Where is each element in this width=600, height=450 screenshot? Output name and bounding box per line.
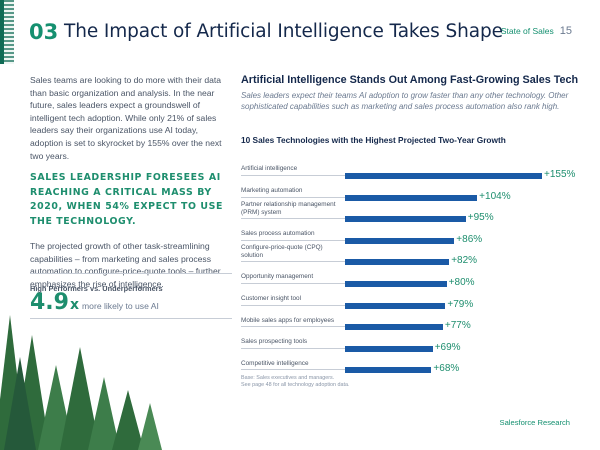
stat-value: 4.9 [30, 290, 69, 315]
data-label: +104% [479, 190, 511, 202]
category-label: Mobile sales apps for employees [241, 316, 335, 324]
chart-row: Opportunity management +80% [241, 266, 581, 288]
footnote-line-1: Base: Sales executives and managers. [241, 375, 335, 381]
tree-7 [138, 403, 162, 450]
data-label: +77% [444, 320, 471, 332]
bar [345, 281, 447, 287]
row-guide-line [241, 347, 433, 349]
footer-brand: Salesforce Research [499, 418, 571, 427]
page-title: The Impact of Artificial Intelligence Ta… [64, 21, 503, 42]
chart-row: Customer insight tool +79% [241, 288, 581, 310]
callout-text: Sales leadership foresees AI reaching a … [30, 172, 223, 227]
row-guide-line [241, 283, 447, 284]
stat-unit: x [69, 297, 80, 313]
category-label: Competitive intelligence [241, 359, 309, 367]
forest-illustration [0, 315, 162, 450]
chart-footnote: Base: Sales executives and managers. See… [241, 375, 350, 389]
tree-8 [4, 357, 36, 450]
tree-6 [112, 390, 144, 450]
stat-description: more likely to use AI [82, 301, 159, 311]
bar [345, 194, 478, 201]
data-label: +69% [434, 341, 461, 353]
footnote-line-2: See page 48 for all technology adoption … [241, 382, 350, 388]
category-label: Sales process automation [241, 230, 315, 238]
report-name: State of Sales [500, 26, 554, 36]
page-number: 15 [559, 25, 572, 37]
category-label: Artificial intelligence [241, 165, 298, 173]
left-column: Sales teams are looking to do more with … [30, 74, 230, 291]
chart-row: Partner relationship management (PRM) sy… [241, 201, 581, 223]
chart-row: Competitive intelligence +68% [241, 352, 581, 374]
running-header: State of Sales 15 [501, 25, 572, 37]
bar [345, 237, 455, 244]
category-label: Customer insight tool [241, 295, 302, 302]
category-label: Opportunity management [241, 273, 314, 281]
chart-section-subheading: Sales leaders expect their teams AI adop… [241, 91, 569, 111]
bar [345, 216, 466, 223]
row-guide-line [241, 326, 443, 328]
stat-label: High Performers vs. Underperformers [30, 284, 163, 293]
chart-row: Configure-price-quote (CPQ) solution +82% [241, 244, 581, 266]
bar [345, 345, 433, 352]
divider-top [30, 273, 232, 274]
bar [345, 324, 443, 331]
header-pattern-strip [4, 0, 14, 64]
projection-paragraph: The projected growth of other task-strea… [30, 241, 221, 289]
right-column: Artificial Intelligence Stands Out Among… [241, 74, 579, 113]
data-label: +82% [451, 255, 478, 267]
tree-4 [60, 347, 100, 450]
chart-row: Mobile sales apps for employees +77% [241, 309, 581, 331]
bar [345, 302, 446, 309]
stat-callout: 4.9 x more likely to use AI [30, 290, 159, 315]
data-label: +68% [433, 363, 460, 375]
bar [345, 367, 432, 374]
category-label: Partner relationship management (PRM) sy… [241, 201, 336, 216]
chart-row: Sales process automation +86% [241, 223, 581, 245]
data-label: +79% [447, 298, 474, 310]
intro-paragraph: Sales teams are looking to do more with … [30, 75, 222, 161]
bar [345, 259, 450, 266]
data-label: +155% [544, 169, 576, 180]
chart-section-heading: Artificial Intelligence Stands Out Among… [241, 74, 579, 86]
row-guide-line [241, 304, 446, 306]
chart-row: Marketing automation +104% [241, 180, 581, 202]
data-label: +80% [448, 277, 475, 288]
chart-row: Sales prospecting tools +69% [241, 331, 581, 353]
chart-row: Artificial intelligence +155% [241, 158, 581, 180]
data-label: +86% [456, 233, 483, 245]
section-number: 03 [29, 20, 59, 44]
category-label: Configure-price-quote (CPQ) solution [241, 244, 323, 259]
row-guide-line [241, 369, 432, 371]
category-label: Sales prospecting tools [241, 338, 308, 346]
chart-title: 10 Sales Technologies with the Highest P… [241, 135, 506, 145]
data-label: +95% [467, 212, 494, 224]
category-label: Marketing automation [241, 187, 303, 194]
tree-5 [88, 377, 120, 450]
divider-bottom [30, 318, 232, 319]
bar [345, 173, 542, 179]
bar-chart: Artificial intelligence +155% Marketing au… [241, 158, 581, 374]
header-accent-bar [0, 0, 4, 64]
